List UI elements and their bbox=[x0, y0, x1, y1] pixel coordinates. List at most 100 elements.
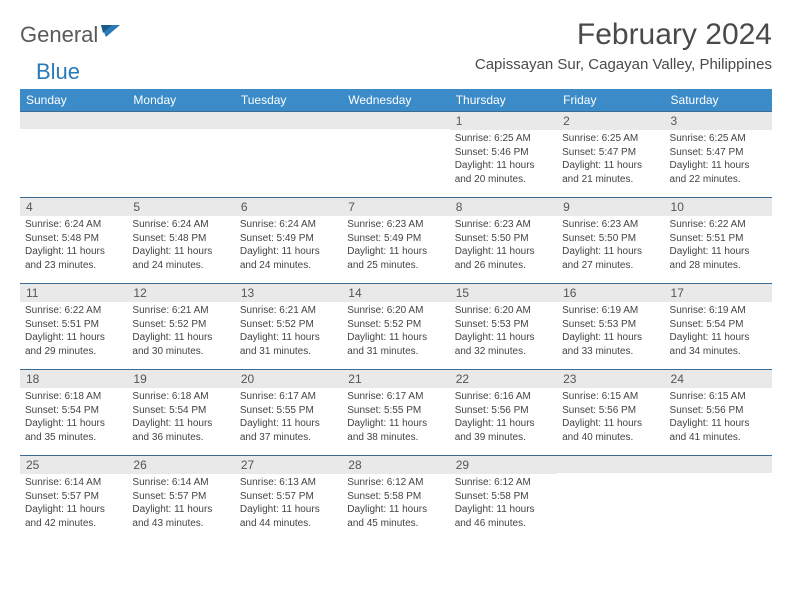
day-cell bbox=[342, 112, 449, 198]
day-number: 14 bbox=[342, 284, 449, 302]
day-cell: 24Sunrise: 6:15 AMSunset: 5:56 PMDayligh… bbox=[665, 370, 772, 456]
day-number: 3 bbox=[665, 112, 772, 130]
day-content: Sunrise: 6:20 AMSunset: 5:53 PMDaylight:… bbox=[450, 302, 557, 361]
flag-icon bbox=[100, 23, 122, 48]
day-cell: 6Sunrise: 6:24 AMSunset: 5:49 PMDaylight… bbox=[235, 198, 342, 284]
day-content: Sunrise: 6:14 AMSunset: 5:57 PMDaylight:… bbox=[127, 474, 234, 533]
calendar-body: 1Sunrise: 6:25 AMSunset: 5:46 PMDaylight… bbox=[20, 112, 772, 542]
day-number: 5 bbox=[127, 198, 234, 216]
day-content: Sunrise: 6:21 AMSunset: 5:52 PMDaylight:… bbox=[127, 302, 234, 361]
day-content: Sunrise: 6:13 AMSunset: 5:57 PMDaylight:… bbox=[235, 474, 342, 533]
day-number: 6 bbox=[235, 198, 342, 216]
day-content: Sunrise: 6:24 AMSunset: 5:48 PMDaylight:… bbox=[127, 216, 234, 275]
day-number: 19 bbox=[127, 370, 234, 388]
day-number: 12 bbox=[127, 284, 234, 302]
day-content: Sunrise: 6:21 AMSunset: 5:52 PMDaylight:… bbox=[235, 302, 342, 361]
day-header: Tuesday bbox=[235, 89, 342, 112]
day-cell bbox=[20, 112, 127, 198]
day-number: 4 bbox=[20, 198, 127, 216]
title-block: February 2024 Capissayan Sur, Cagayan Va… bbox=[475, 18, 772, 73]
day-content: Sunrise: 6:19 AMSunset: 5:54 PMDaylight:… bbox=[665, 302, 772, 361]
day-content: Sunrise: 6:23 AMSunset: 5:50 PMDaylight:… bbox=[557, 216, 664, 275]
day-number bbox=[557, 456, 664, 473]
day-cell: 25Sunrise: 6:14 AMSunset: 5:57 PMDayligh… bbox=[20, 456, 127, 542]
day-number: 21 bbox=[342, 370, 449, 388]
day-content: Sunrise: 6:16 AMSunset: 5:56 PMDaylight:… bbox=[450, 388, 557, 447]
brand-text-blue: Blue bbox=[36, 59, 80, 85]
day-number: 16 bbox=[557, 284, 664, 302]
location-subtitle: Capissayan Sur, Cagayan Valley, Philippi… bbox=[475, 56, 772, 73]
day-cell: 11Sunrise: 6:22 AMSunset: 5:51 PMDayligh… bbox=[20, 284, 127, 370]
day-content: Sunrise: 6:19 AMSunset: 5:53 PMDaylight:… bbox=[557, 302, 664, 361]
day-cell: 18Sunrise: 6:18 AMSunset: 5:54 PMDayligh… bbox=[20, 370, 127, 456]
day-cell: 22Sunrise: 6:16 AMSunset: 5:56 PMDayligh… bbox=[450, 370, 557, 456]
day-cell: 5Sunrise: 6:24 AMSunset: 5:48 PMDaylight… bbox=[127, 198, 234, 284]
day-header: Sunday bbox=[20, 89, 127, 112]
week-row: 11Sunrise: 6:22 AMSunset: 5:51 PMDayligh… bbox=[20, 284, 772, 370]
day-number: 11 bbox=[20, 284, 127, 302]
brand-text-general: General bbox=[20, 22, 98, 48]
day-content: Sunrise: 6:25 AMSunset: 5:47 PMDaylight:… bbox=[557, 130, 664, 189]
day-content: Sunrise: 6:17 AMSunset: 5:55 PMDaylight:… bbox=[235, 388, 342, 447]
day-content: Sunrise: 6:20 AMSunset: 5:52 PMDaylight:… bbox=[342, 302, 449, 361]
week-row: 1Sunrise: 6:25 AMSunset: 5:46 PMDaylight… bbox=[20, 112, 772, 198]
day-number: 22 bbox=[450, 370, 557, 388]
brand-logo: General bbox=[20, 22, 124, 48]
week-row: 25Sunrise: 6:14 AMSunset: 5:57 PMDayligh… bbox=[20, 456, 772, 542]
day-cell: 19Sunrise: 6:18 AMSunset: 5:54 PMDayligh… bbox=[127, 370, 234, 456]
day-header-row: SundayMondayTuesdayWednesdayThursdayFrid… bbox=[20, 89, 772, 112]
day-cell: 16Sunrise: 6:19 AMSunset: 5:53 PMDayligh… bbox=[557, 284, 664, 370]
day-cell: 4Sunrise: 6:24 AMSunset: 5:48 PMDaylight… bbox=[20, 198, 127, 284]
day-number: 25 bbox=[20, 456, 127, 474]
week-row: 18Sunrise: 6:18 AMSunset: 5:54 PMDayligh… bbox=[20, 370, 772, 456]
day-header: Saturday bbox=[665, 89, 772, 112]
day-content: Sunrise: 6:15 AMSunset: 5:56 PMDaylight:… bbox=[665, 388, 772, 447]
day-content: Sunrise: 6:25 AMSunset: 5:47 PMDaylight:… bbox=[665, 130, 772, 189]
day-header: Monday bbox=[127, 89, 234, 112]
day-cell bbox=[127, 112, 234, 198]
day-number bbox=[342, 112, 449, 129]
day-cell: 15Sunrise: 6:20 AMSunset: 5:53 PMDayligh… bbox=[450, 284, 557, 370]
day-number: 9 bbox=[557, 198, 664, 216]
day-content: Sunrise: 6:18 AMSunset: 5:54 PMDaylight:… bbox=[127, 388, 234, 447]
day-cell: 13Sunrise: 6:21 AMSunset: 5:52 PMDayligh… bbox=[235, 284, 342, 370]
day-content: Sunrise: 6:22 AMSunset: 5:51 PMDaylight:… bbox=[665, 216, 772, 275]
day-content: Sunrise: 6:14 AMSunset: 5:57 PMDaylight:… bbox=[20, 474, 127, 533]
day-content: Sunrise: 6:12 AMSunset: 5:58 PMDaylight:… bbox=[450, 474, 557, 533]
day-content: Sunrise: 6:23 AMSunset: 5:49 PMDaylight:… bbox=[342, 216, 449, 275]
day-number: 17 bbox=[665, 284, 772, 302]
day-header: Friday bbox=[557, 89, 664, 112]
day-cell: 21Sunrise: 6:17 AMSunset: 5:55 PMDayligh… bbox=[342, 370, 449, 456]
day-number: 20 bbox=[235, 370, 342, 388]
day-content: Sunrise: 6:23 AMSunset: 5:50 PMDaylight:… bbox=[450, 216, 557, 275]
day-cell: 10Sunrise: 6:22 AMSunset: 5:51 PMDayligh… bbox=[665, 198, 772, 284]
day-number: 7 bbox=[342, 198, 449, 216]
day-number: 29 bbox=[450, 456, 557, 474]
day-cell bbox=[235, 112, 342, 198]
day-number: 8 bbox=[450, 198, 557, 216]
day-number: 13 bbox=[235, 284, 342, 302]
day-cell: 7Sunrise: 6:23 AMSunset: 5:49 PMDaylight… bbox=[342, 198, 449, 284]
day-content: Sunrise: 6:22 AMSunset: 5:51 PMDaylight:… bbox=[20, 302, 127, 361]
day-content: Sunrise: 6:12 AMSunset: 5:58 PMDaylight:… bbox=[342, 474, 449, 533]
day-number: 1 bbox=[450, 112, 557, 130]
day-cell bbox=[557, 456, 664, 542]
day-content: Sunrise: 6:17 AMSunset: 5:55 PMDaylight:… bbox=[342, 388, 449, 447]
month-title: February 2024 bbox=[475, 18, 772, 52]
day-number: 28 bbox=[342, 456, 449, 474]
day-cell bbox=[665, 456, 772, 542]
day-number bbox=[127, 112, 234, 129]
day-cell: 2Sunrise: 6:25 AMSunset: 5:47 PMDaylight… bbox=[557, 112, 664, 198]
day-number: 18 bbox=[20, 370, 127, 388]
day-cell: 23Sunrise: 6:15 AMSunset: 5:56 PMDayligh… bbox=[557, 370, 664, 456]
day-content: Sunrise: 6:24 AMSunset: 5:48 PMDaylight:… bbox=[20, 216, 127, 275]
day-number: 24 bbox=[665, 370, 772, 388]
day-content: Sunrise: 6:18 AMSunset: 5:54 PMDaylight:… bbox=[20, 388, 127, 447]
day-header: Thursday bbox=[450, 89, 557, 112]
day-content: Sunrise: 6:24 AMSunset: 5:49 PMDaylight:… bbox=[235, 216, 342, 275]
day-cell: 27Sunrise: 6:13 AMSunset: 5:57 PMDayligh… bbox=[235, 456, 342, 542]
day-number bbox=[665, 456, 772, 473]
calendar-table: SundayMondayTuesdayWednesdayThursdayFrid… bbox=[20, 89, 772, 542]
day-number bbox=[235, 112, 342, 129]
day-cell: 3Sunrise: 6:25 AMSunset: 5:47 PMDaylight… bbox=[665, 112, 772, 198]
